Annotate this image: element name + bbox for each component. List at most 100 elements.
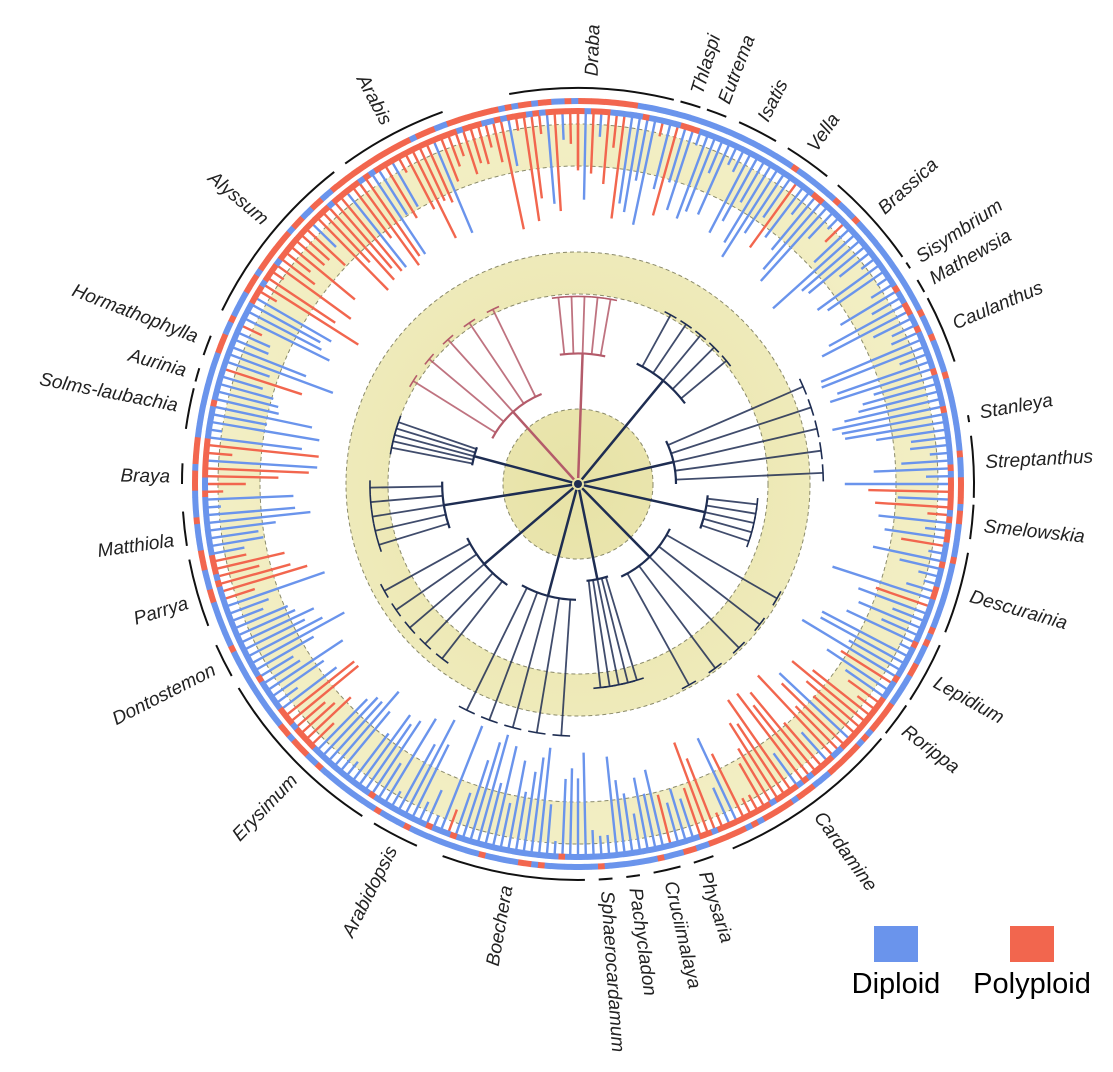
tip-branch xyxy=(364,723,412,791)
tip-branch xyxy=(285,660,355,717)
genus-arc xyxy=(237,687,363,817)
sub-branch xyxy=(428,358,505,423)
ploidy-tip xyxy=(356,163,366,173)
ploidy-tip xyxy=(334,779,345,789)
ploidy-tip xyxy=(946,390,955,399)
tip-branch xyxy=(870,283,893,299)
ploidy-tip xyxy=(701,841,711,850)
ploidy-tip xyxy=(740,146,749,155)
tip-branch xyxy=(271,270,285,281)
tip-branch xyxy=(454,792,472,836)
tip-branch xyxy=(234,338,269,356)
tip-branch xyxy=(207,510,311,525)
ploidy-tip xyxy=(261,256,271,267)
tip-branch xyxy=(602,113,611,185)
ploidy-tip xyxy=(648,845,657,854)
sub-arc xyxy=(419,637,432,650)
tip-branch xyxy=(522,771,537,853)
ploidy-tip xyxy=(205,377,213,386)
ploidy-tip xyxy=(623,110,631,118)
ploidy-tip xyxy=(774,165,784,174)
tip-branch xyxy=(537,747,552,855)
ploidy-tip xyxy=(597,98,606,105)
ploidy-tip xyxy=(650,105,659,113)
tip-branch xyxy=(839,290,897,327)
ploidy-tip xyxy=(710,827,719,836)
sub-arc xyxy=(528,730,546,735)
tip-branch xyxy=(469,127,483,164)
ploidy-tip xyxy=(642,113,651,121)
ploidy-tip xyxy=(532,110,540,117)
ploidy-ring xyxy=(192,98,964,870)
tip-branch xyxy=(223,367,303,396)
legend-polyploid-label: Polyploid xyxy=(973,968,1091,1000)
ploidy-tip xyxy=(504,103,513,111)
ploidy-tip xyxy=(955,443,963,452)
ploidy-tip xyxy=(544,98,552,106)
ploidy-tip xyxy=(378,161,388,171)
ploidy-tip xyxy=(953,423,961,432)
ploidy-tip xyxy=(616,110,625,117)
ploidy-tip xyxy=(895,669,904,678)
ploidy-tip xyxy=(373,152,383,162)
tip-branch xyxy=(545,113,556,204)
ploidy-tip xyxy=(312,213,322,223)
ploidy-tip xyxy=(214,579,223,588)
tip-branch xyxy=(390,161,419,208)
root-node xyxy=(574,480,582,488)
ploidy-tip xyxy=(637,858,645,866)
ploidy-tip xyxy=(932,613,941,623)
ploidy-tip xyxy=(480,841,489,849)
tip-branch xyxy=(694,132,702,146)
ploidy-tip xyxy=(892,690,902,701)
ploidy-tip xyxy=(648,114,657,123)
tip-branch xyxy=(923,579,937,586)
ploidy-tip xyxy=(865,247,875,257)
ploidy-tip xyxy=(822,770,832,780)
ploidy-tip xyxy=(294,726,304,736)
tip-branch xyxy=(328,700,383,762)
tip-branch xyxy=(890,331,919,346)
tip-branch xyxy=(821,610,909,658)
tip-branch xyxy=(910,436,948,444)
ploidy-tip xyxy=(663,852,672,861)
clade-stem xyxy=(576,353,584,479)
ploidy-tip xyxy=(346,775,356,785)
polyploid-swatch xyxy=(1010,926,1054,962)
ploidy-tip xyxy=(307,740,317,750)
sub-branch xyxy=(675,472,824,481)
ploidy-tip xyxy=(412,816,422,825)
ploidy-tip xyxy=(948,397,956,406)
sub-arc xyxy=(680,320,693,329)
genus-label: Rorippa xyxy=(897,721,963,778)
ploidy-tip xyxy=(704,130,714,139)
tip-branch xyxy=(507,760,527,850)
ploidy-tip xyxy=(629,849,637,857)
sub-branch xyxy=(468,322,525,405)
ploidy-tip xyxy=(762,146,772,156)
ploidy-tip xyxy=(222,604,231,613)
ploidy-tip xyxy=(396,819,406,828)
ploidy-tip xyxy=(655,116,663,124)
tip-branch xyxy=(530,757,545,854)
ploidy-tip xyxy=(669,851,678,859)
tip-branch xyxy=(728,722,779,799)
ploidy-tip xyxy=(825,204,835,214)
ploidy-tip xyxy=(200,396,208,406)
ploidy-tip xyxy=(218,367,227,376)
tip-branch xyxy=(322,696,379,757)
ploidy-tip xyxy=(820,758,830,768)
genus-label: Alyssum xyxy=(203,167,272,230)
ploidy-tip xyxy=(215,345,224,355)
ploidy-tip xyxy=(844,222,854,232)
tip-branch xyxy=(267,277,336,324)
tip-branch xyxy=(432,814,440,828)
ploidy-tip xyxy=(939,405,948,414)
ploidy-tip xyxy=(237,640,246,649)
tip-branch xyxy=(206,467,309,474)
genus-label: Hormathophylla xyxy=(69,280,201,347)
ploidy-tip xyxy=(938,561,946,569)
ploidy-tip xyxy=(654,844,663,852)
tip-branch xyxy=(778,672,851,740)
ploidy-tip xyxy=(203,383,212,393)
